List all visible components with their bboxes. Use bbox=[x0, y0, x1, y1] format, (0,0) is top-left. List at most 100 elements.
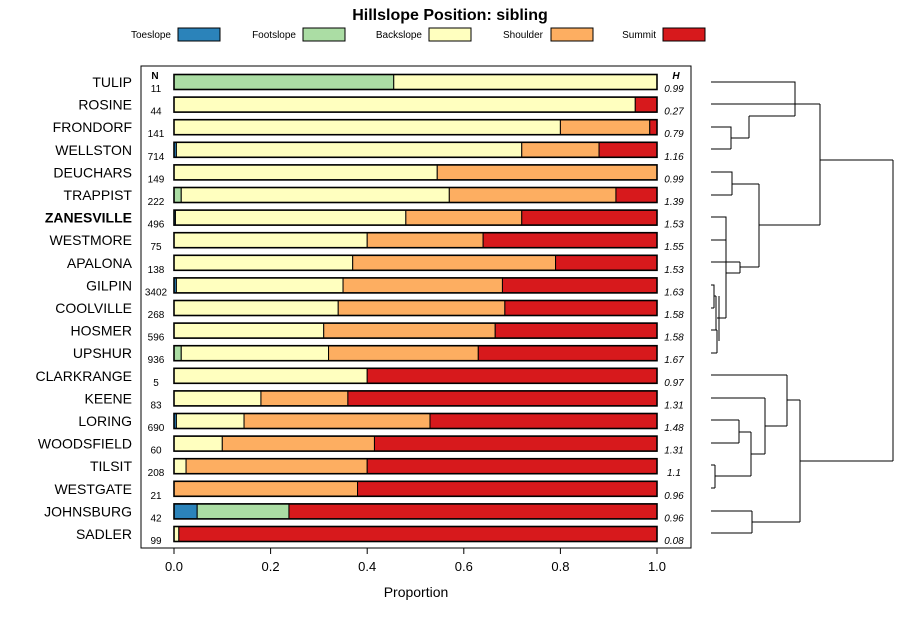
row-count: 149 bbox=[148, 174, 165, 185]
chart-row: FRONDORF 141 0.79 bbox=[53, 118, 684, 140]
row-entropy: 1.58 bbox=[664, 333, 684, 344]
row-label: COOLVILLE bbox=[55, 300, 132, 316]
row-count: 496 bbox=[148, 220, 165, 231]
bar-segment-shoulder bbox=[448, 187, 617, 203]
bar-outline bbox=[173, 164, 658, 181]
bar-outline bbox=[173, 231, 658, 249]
row-entropy: 1.39 bbox=[664, 197, 684, 208]
bar-segment-backslope bbox=[175, 413, 245, 429]
row-count: 936 bbox=[148, 355, 165, 366]
bar-segment-backslope bbox=[173, 390, 262, 407]
row-label: SADLER bbox=[76, 526, 132, 542]
row-count: 60 bbox=[150, 446, 162, 457]
x-axis: 0.0 0.2 0.4 0.6 0.8 1.0 bbox=[165, 548, 666, 574]
chart-row: WOODSFIELD 60 1.31 bbox=[38, 435, 684, 457]
x-tick-label: 0.8 bbox=[551, 559, 569, 574]
row-label: TILSIT bbox=[90, 458, 132, 474]
bar-outline bbox=[173, 118, 658, 136]
bar-segment-backslope bbox=[173, 96, 636, 113]
bar-segment-summit bbox=[366, 458, 658, 475]
bar-segment-shoulder bbox=[328, 345, 479, 362]
row-entropy: 1.58 bbox=[664, 310, 684, 321]
row-label: WELLSTON bbox=[55, 142, 132, 158]
row-count: 75 bbox=[150, 242, 162, 253]
row-count: 268 bbox=[148, 310, 165, 321]
dendrogram-branch bbox=[711, 284, 715, 308]
row-label: LORING bbox=[78, 413, 132, 429]
row-count: 141 bbox=[148, 129, 165, 140]
bar-segment-summit bbox=[347, 390, 658, 407]
bar-segment-backslope bbox=[173, 367, 368, 384]
row-label: KEENE bbox=[85, 390, 132, 406]
row-label: GILPIN bbox=[86, 277, 132, 293]
bar-outline bbox=[173, 322, 658, 339]
bar-segment-shoulder bbox=[185, 458, 368, 475]
bar-segment-backslope bbox=[173, 119, 561, 136]
bar-outline bbox=[173, 525, 658, 543]
x-tick-label: 0.0 bbox=[165, 559, 183, 574]
dendrogram-branch bbox=[711, 126, 732, 149]
row-count: 44 bbox=[150, 107, 162, 118]
bar-outline bbox=[173, 412, 658, 430]
bar-outline bbox=[173, 435, 658, 452]
bar-outline bbox=[173, 367, 658, 385]
legend-swatch bbox=[662, 27, 706, 42]
row-count: 42 bbox=[150, 513, 162, 524]
x-tick-label: 1.0 bbox=[648, 559, 666, 574]
row-label: JOHNSBURG bbox=[44, 503, 132, 519]
chart-row: WESTMORE 75 1.55 bbox=[50, 231, 684, 253]
bar-segment-backslope bbox=[173, 322, 325, 339]
row-label: TRAPPIST bbox=[64, 187, 133, 203]
chart-row: LORING 690 1.48 bbox=[78, 412, 684, 434]
bar-segment-shoulder bbox=[342, 277, 503, 294]
bar-segment-footslope bbox=[173, 345, 182, 362]
legend-label: Footslope bbox=[252, 30, 296, 41]
bar-segment-shoulder bbox=[243, 413, 431, 429]
bar-outline bbox=[173, 277, 658, 294]
row-entropy: 0.99 bbox=[664, 84, 684, 95]
row-count: 21 bbox=[150, 491, 162, 502]
bar-segment-shoulder bbox=[405, 209, 523, 226]
dendrogram-branch bbox=[711, 171, 733, 195]
row-entropy: 0.96 bbox=[664, 491, 684, 502]
chart-row: UPSHUR 936 1.67 bbox=[73, 344, 684, 366]
bar-segment-backslope bbox=[173, 300, 339, 316]
n-column-header: N bbox=[151, 71, 158, 82]
x-tick-label: 0.6 bbox=[455, 559, 473, 574]
row-count: 690 bbox=[148, 423, 165, 434]
chart-row: TILSIT 208 1.1 bbox=[90, 457, 681, 479]
bar-outline bbox=[173, 254, 658, 272]
bar-segment-shoulder bbox=[436, 164, 658, 181]
bar-segment-summit bbox=[634, 96, 658, 113]
row-count: 99 bbox=[150, 536, 162, 547]
bar-segment-shoulder bbox=[260, 390, 349, 407]
bar-segment-shoulder bbox=[323, 322, 496, 339]
bar-segment-backslope bbox=[393, 74, 658, 90]
row-label: APALONA bbox=[67, 255, 133, 271]
chart-row: COOLVILLE 268 1.58 bbox=[55, 299, 684, 321]
row-entropy: 1.55 bbox=[664, 242, 684, 253]
legend: Toeslope Footslope Backslope Shoulder Summit bbox=[131, 27, 706, 42]
row-count: 5 bbox=[153, 378, 159, 389]
chart-row: APALONA 138 1.53 bbox=[67, 254, 684, 276]
bar-segment-backslope bbox=[175, 277, 344, 294]
bar-segment-footslope bbox=[196, 503, 290, 520]
bar-outline bbox=[173, 390, 658, 407]
bar-outline bbox=[173, 73, 658, 91]
bar-segment-shoulder bbox=[559, 119, 651, 136]
bar-segment-summit bbox=[615, 187, 658, 203]
legend-label: Summit bbox=[622, 30, 656, 41]
row-label: WESTGATE bbox=[54, 481, 132, 497]
row-entropy: 0.08 bbox=[664, 536, 684, 547]
bar-segment-shoulder bbox=[521, 141, 600, 158]
row-label: DEUCHARS bbox=[53, 164, 132, 180]
x-tick-label: 0.2 bbox=[262, 559, 280, 574]
bar-segment-backslope bbox=[180, 345, 330, 362]
bar-outline bbox=[173, 457, 658, 475]
bar-segment-summit bbox=[521, 209, 658, 226]
row-count: 83 bbox=[150, 400, 162, 411]
dendrogram-branch bbox=[711, 81, 796, 104]
bar-segment-summit bbox=[555, 254, 658, 271]
